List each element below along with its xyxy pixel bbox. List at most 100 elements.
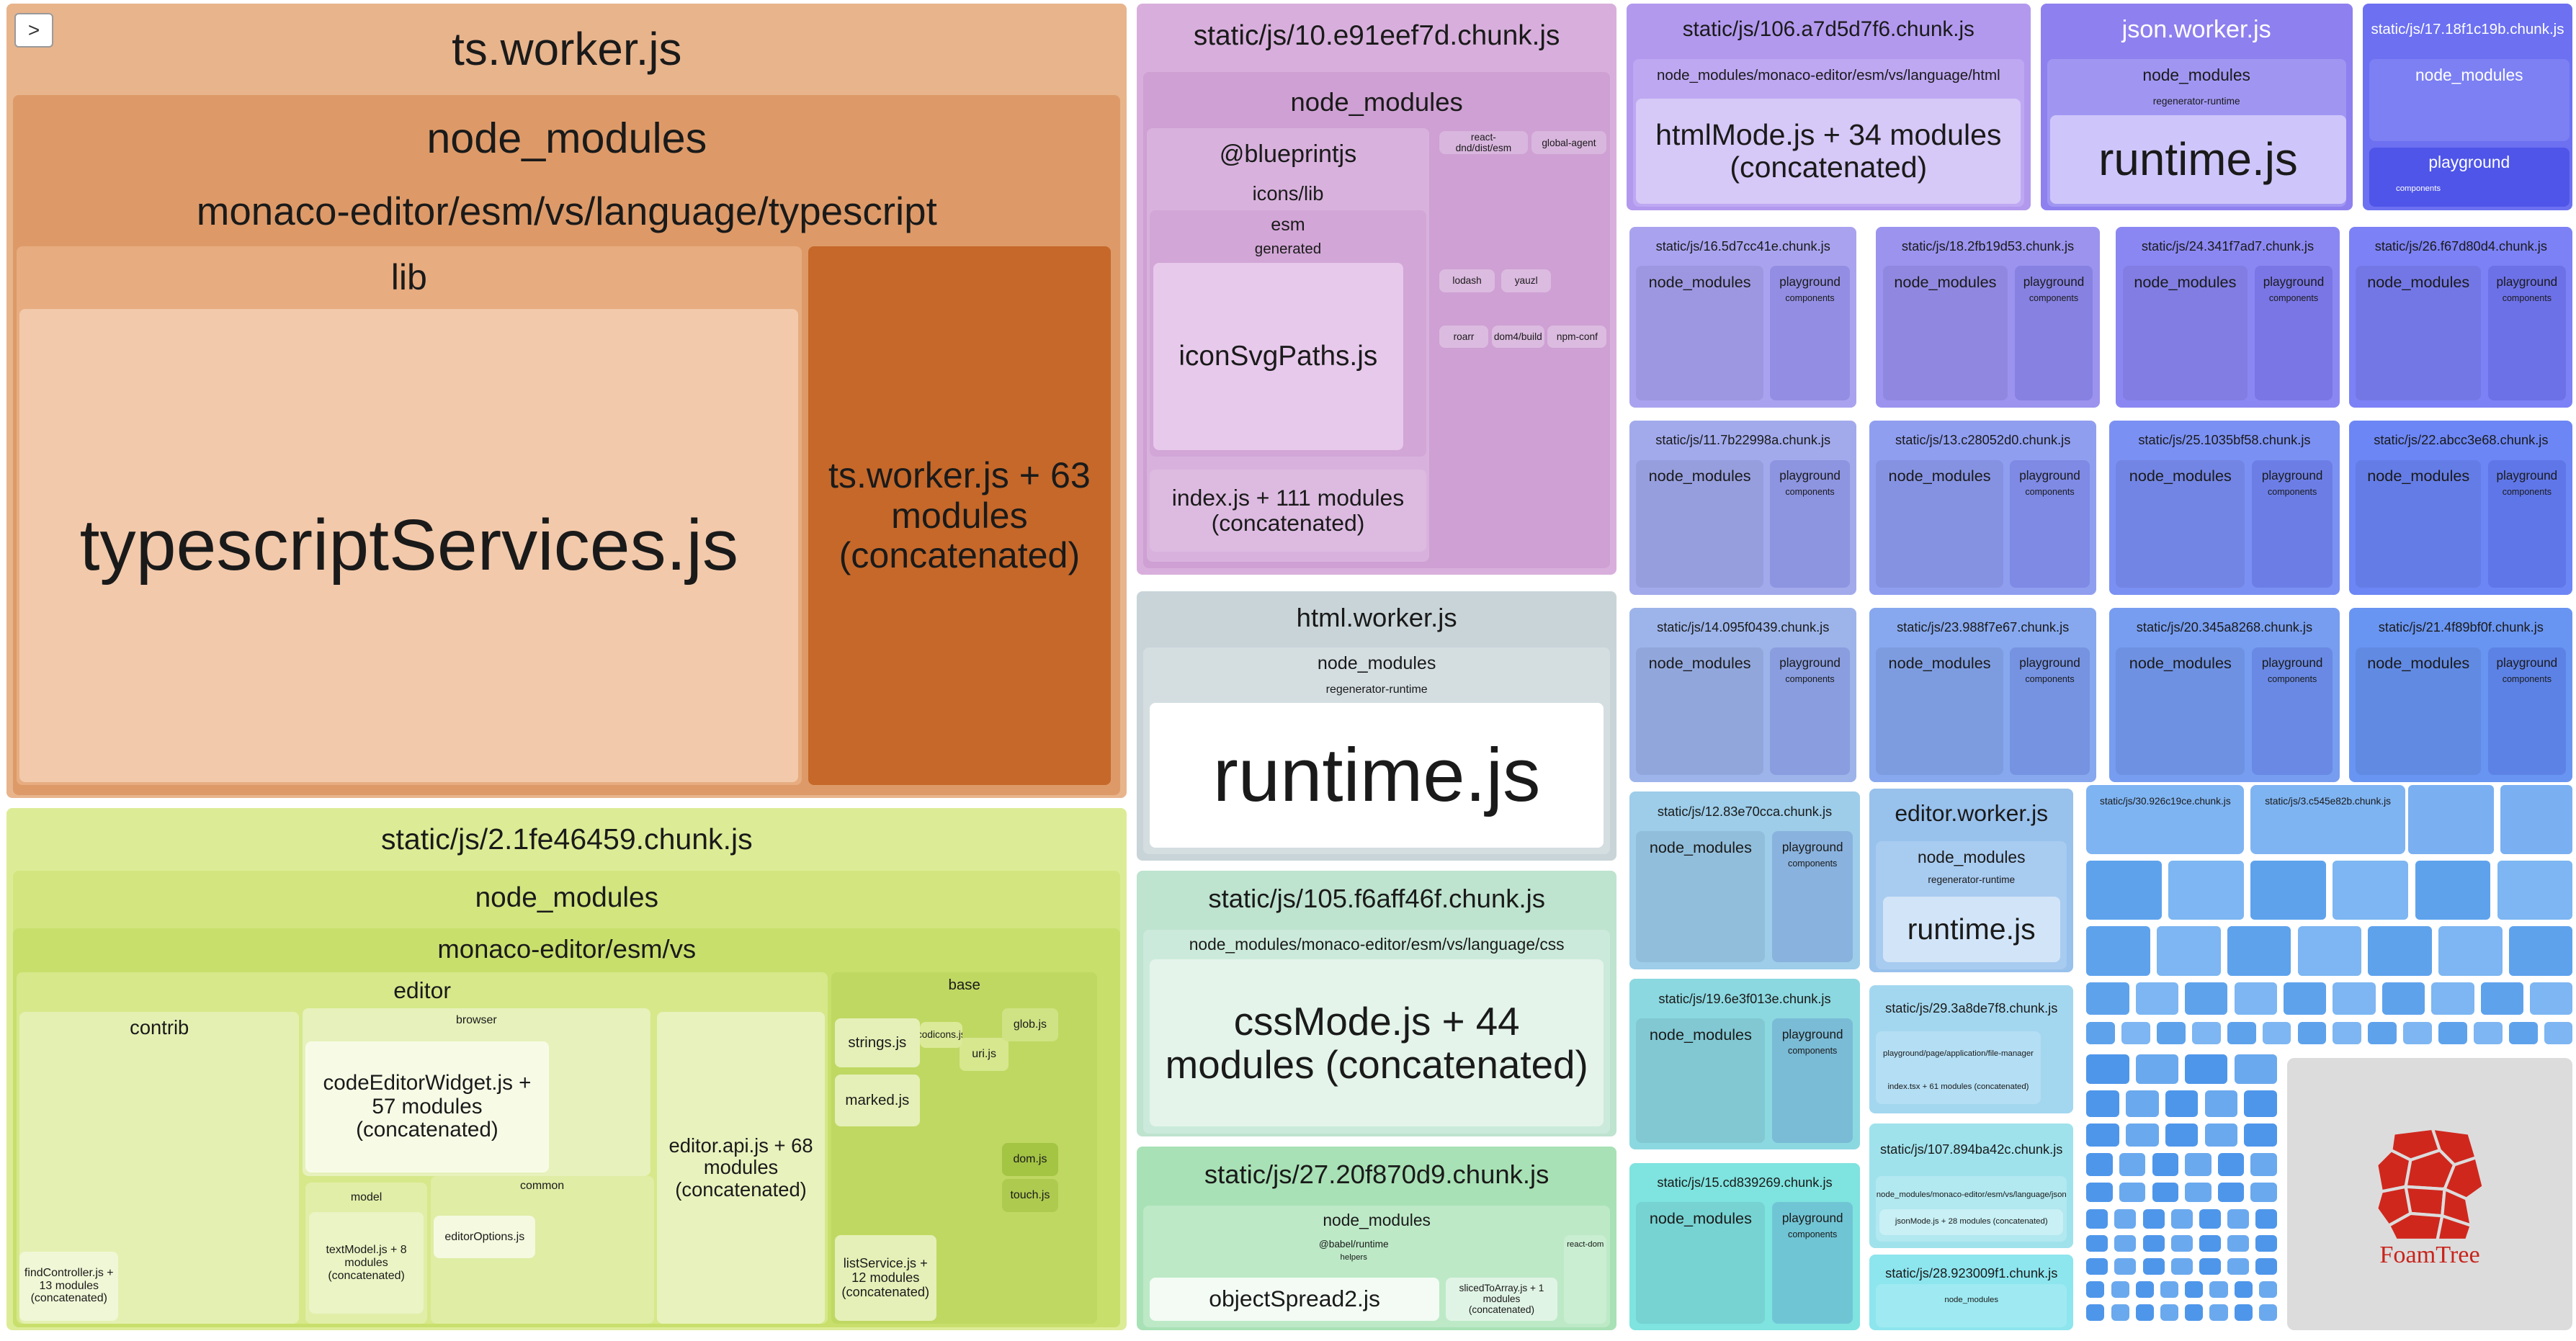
chunk-tile: [2250, 1152, 2277, 1176]
module-label: node_modules: [1917, 847, 2026, 866]
module-label: editor: [393, 977, 451, 1004]
module-label: node_modules: [1649, 1025, 1752, 1044]
sidebar-toggle[interactable]: >: [14, 13, 53, 48]
module-box: icons/lib: [1150, 177, 1426, 558]
chunk-tile: [2199, 1235, 2221, 1252]
logo-mark: [2374, 1126, 2485, 1242]
foamtree-logo: FoamTree: [2286, 1057, 2573, 1331]
module-label: node_modules: [426, 113, 707, 162]
chunk-tile: [2086, 1021, 2116, 1045]
chunk-tile: [2185, 1054, 2228, 1085]
module-box: node_modules: [1636, 1018, 1766, 1144]
chunk-tile: [2121, 1021, 2150, 1045]
module-box: dom4/build: [1491, 325, 1544, 349]
module-label: static/js/14.095f0439.chunk.js: [1657, 619, 1830, 635]
module-box: components: [2010, 670, 2089, 689]
module-box: components: [1772, 854, 1853, 874]
chunk-tile: [2199, 1208, 2221, 1229]
chunk-tile: [2152, 1183, 2179, 1203]
module-box: node_modules: [1636, 830, 1766, 963]
chunk-tile: [2114, 1257, 2137, 1275]
chunk-tile: [2086, 1123, 2119, 1147]
chunk-tile: [2297, 926, 2362, 976]
module-label: components: [1785, 293, 1835, 304]
chunk-tile: [2368, 1021, 2397, 1045]
chunk-tile: [2191, 1021, 2221, 1045]
module-box: static/js/19.6e3f013e.chunk.js: [1629, 979, 1860, 1150]
module-label: touch.js: [1010, 1189, 1050, 1202]
module-label: monaco-editor/esm/vs/language/typescript: [196, 189, 937, 234]
module-box: runtime.js: [1150, 703, 1604, 848]
chunk-tile: [2086, 1054, 2129, 1085]
module-label: components: [2502, 487, 2552, 498]
module-box: components: [2255, 289, 2333, 308]
module-box: runtime.js: [2050, 115, 2346, 204]
chunk-tile: [2333, 1021, 2362, 1045]
module-box: components: [2010, 483, 2089, 503]
module-label: browser: [455, 1013, 497, 1026]
module-box: playground: [2487, 647, 2567, 776]
module-box: static/js/15.cd839269.chunk.js: [1629, 1162, 1860, 1331]
module-label: playground: [2023, 274, 2085, 289]
chunk-tile: [2262, 1021, 2291, 1045]
module-box: static/js/22.abcc3e68.chunk.js: [2349, 420, 2573, 595]
module-box: node_modules: [1876, 459, 2003, 588]
module-label: node_modules: [1648, 467, 1751, 485]
module-box: components: [2252, 670, 2333, 689]
module-label: components: [2025, 487, 2075, 498]
module-label: playground: [2496, 274, 2558, 289]
chunk-tile: [2544, 1021, 2573, 1045]
module-box: marked.js: [834, 1074, 921, 1127]
chunk-tile: [2185, 1183, 2211, 1203]
module-label: glob.js: [1013, 1018, 1047, 1031]
module-label: json.worker.js: [2121, 15, 2271, 43]
module-box: playground: [2252, 459, 2333, 588]
chunk-tile: [2438, 926, 2503, 976]
module-label: editorOptions.js: [444, 1230, 525, 1243]
module-label: components: [1785, 674, 1835, 685]
module-label: node_modules: [1649, 838, 1752, 856]
module-label: node_modules: [1648, 654, 1751, 673]
chunk-tile: [2199, 1257, 2221, 1275]
module-box: codicons.js: [920, 1021, 963, 1049]
module-label: node_modules: [1944, 1296, 1999, 1305]
module-label: node_modules: [2367, 467, 2470, 485]
module-label: esm: [1271, 215, 1305, 236]
chunk-tile: [2258, 1281, 2277, 1298]
module-box: playground: [2369, 148, 2570, 207]
module-box: index.js + 111 modules (concatenated): [1150, 470, 1426, 552]
module-box: react-dom: [1564, 1235, 1607, 1324]
chunk-tile: [2333, 861, 2409, 920]
module-label: cssMode.js + 44 modules (concatenated): [1165, 998, 1588, 1087]
module-label: static/js/22.abcc3e68.chunk.js: [2374, 432, 2549, 448]
module-label: static/js/2.1fe46459.chunk.js: [380, 822, 753, 856]
chunk-tile: [2165, 1123, 2199, 1147]
module-label: components: [1788, 1045, 1838, 1056]
module-box: node_modules: [2116, 459, 2245, 588]
chunk-tile: [2086, 1090, 2119, 1117]
chunk-tile: [2126, 1090, 2159, 1117]
module-label: slicedToArray.js + 1 modules (concatenat…: [1459, 1283, 1544, 1316]
module-label: node_modules/monaco-editor/esm/vs/langua…: [1189, 934, 1565, 954]
chunk-tile: [2157, 926, 2221, 976]
chunk-tile: [2227, 1208, 2249, 1229]
module-label: static/js/13.c28052d0.chunk.js: [1895, 432, 2071, 448]
module-box: helpers: [1147, 1252, 1561, 1324]
module-label: htmlMode.js + 34 modules (concatenated): [1655, 117, 2002, 184]
module-label: node_modules: [1317, 653, 1436, 674]
chunk-tile: [2165, 1090, 2199, 1117]
module-label: node_modules: [1648, 273, 1751, 292]
module-box: node_modules: [2356, 266, 2482, 401]
module-label: runtime.js: [1907, 912, 2036, 946]
module-box: node_modules: [2356, 459, 2482, 588]
module-box: roarr: [1439, 325, 1489, 349]
module-label: jsonMode.js + 28 modules (concatenated): [1895, 1217, 2048, 1226]
module-label: editor.api.js + 68 modules (concatenated…: [668, 1134, 813, 1201]
chunk-tile: [2368, 926, 2432, 976]
module-label: node_modules: [1894, 273, 1997, 292]
module-box: components: [1770, 289, 1849, 308]
module-label: playground: [2261, 656, 2323, 670]
module-box: regenerator-runtime: [1147, 680, 1607, 851]
module-label: static/js/11.7b22998a.chunk.js: [1655, 432, 1831, 448]
module-label: static/js/25.1035bf58.chunk.js: [2138, 432, 2311, 448]
